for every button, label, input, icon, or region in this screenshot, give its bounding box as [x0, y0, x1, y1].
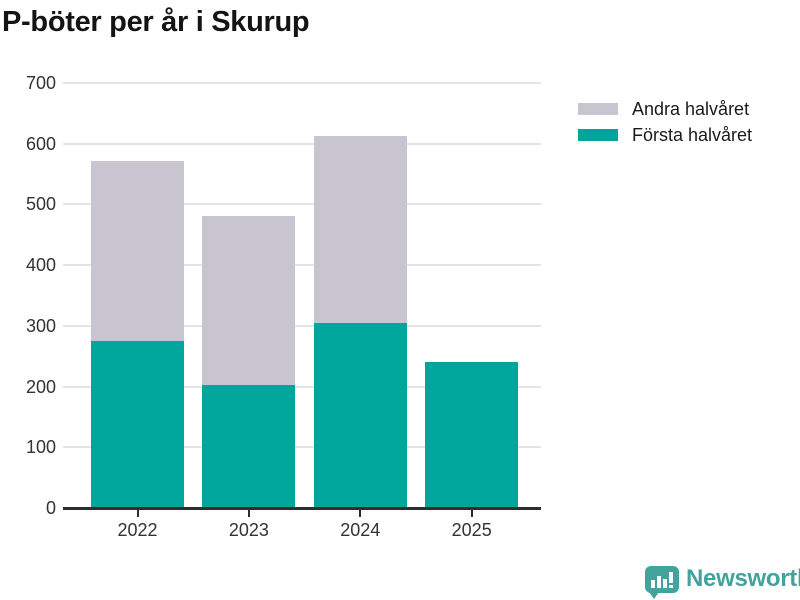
y-axis-tick-label: 200 — [25, 376, 56, 397]
x-axis-tick — [359, 510, 362, 517]
gridline-y200 — [63, 385, 541, 388]
y-axis-tick-label: 400 — [25, 255, 56, 276]
gridline-y600 — [63, 142, 541, 145]
bar-segment-2023 — [202, 384, 296, 508]
x-axis-tick — [470, 510, 473, 517]
bar-segment-2022 — [91, 341, 184, 508]
gridline-y400 — [63, 264, 541, 267]
x-axis-tick — [136, 510, 139, 517]
x-axis-tick — [247, 510, 250, 517]
chart-title: P-böter per år i Skurup — [2, 6, 310, 38]
logo-exclamation-icon — [669, 571, 673, 583]
legend: Andra halvåret Första halvåret — [578, 96, 752, 148]
y-axis-tick-label: 700 — [25, 73, 56, 93]
gridline-y500 — [63, 203, 541, 206]
logo-exclamation-dot-icon — [669, 584, 673, 588]
y-axis-tick-label: 600 — [25, 133, 56, 154]
gridline-y100 — [63, 446, 541, 449]
logo-bar-icon — [651, 579, 655, 588]
logo-bubble-tail — [649, 591, 659, 599]
x-axis-tick-label: 2022 — [117, 520, 158, 540]
bar-segment-2024 — [313, 136, 407, 323]
bar-segment-2023 — [202, 215, 296, 385]
legend-swatch-icon — [578, 103, 618, 115]
brand-name: Newsworthy — [686, 565, 800, 592]
x-axis-tick-label: 2023 — [228, 520, 269, 540]
legend-label: Andra halvåret — [632, 98, 750, 119]
y-axis-tick-label: 100 — [25, 437, 56, 458]
legend-item: Andra halvåret — [578, 96, 752, 122]
y-axis-tick-label: 500 — [25, 194, 56, 215]
bar-segment-2022 — [91, 161, 184, 342]
gridline-y300 — [63, 324, 541, 327]
legend-swatch-icon — [578, 129, 618, 141]
x-axis-tick-label: 2025 — [451, 520, 492, 540]
y-axis-tick-label: 300 — [25, 315, 56, 336]
newsworthy-logo-icon — [645, 565, 679, 599]
x-axis-line — [63, 507, 541, 510]
logo-bar-icon — [663, 578, 667, 588]
gridline-y700 — [63, 82, 541, 84]
y-axis-tick-label: 0 — [45, 498, 56, 518]
legend-item: Första halvåret — [578, 122, 752, 148]
logo-bar-icon — [657, 575, 661, 588]
bar-segment-2025 — [425, 362, 519, 508]
legend-label: Första halvåret — [632, 124, 753, 145]
x-axis-tick-label: 2024 — [340, 520, 381, 540]
branding: Newsworthy — [645, 565, 800, 599]
bar-segment-2024 — [313, 322, 407, 508]
